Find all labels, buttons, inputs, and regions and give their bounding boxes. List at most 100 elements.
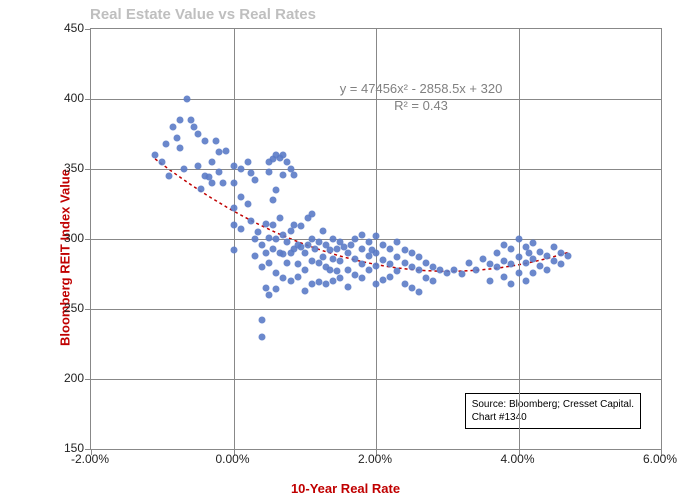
scatter-point xyxy=(394,238,401,245)
scatter-point xyxy=(458,271,465,278)
scatter-point xyxy=(401,280,408,287)
scatter-point xyxy=(358,275,365,282)
scatter-point xyxy=(479,255,486,262)
scatter-point xyxy=(344,250,351,257)
scatter-point xyxy=(294,273,301,280)
scatter-point xyxy=(301,266,308,273)
scatter-point xyxy=(437,266,444,273)
scatter-point xyxy=(283,159,290,166)
scatter-point xyxy=(166,173,173,180)
scatter-point xyxy=(330,255,337,262)
scatter-point xyxy=(551,258,558,265)
scatter-point xyxy=(248,170,255,177)
scatter-point xyxy=(422,275,429,282)
gridline-vertical xyxy=(234,29,235,449)
scatter-point xyxy=(209,159,216,166)
scatter-point xyxy=(230,222,237,229)
scatter-point xyxy=(230,163,237,170)
scatter-point xyxy=(401,247,408,254)
scatter-point xyxy=(408,250,415,257)
x-tick-label: 4.00% xyxy=(500,452,534,466)
scatter-point xyxy=(269,196,276,203)
scatter-point xyxy=(169,124,176,131)
source-box: Source: Bloomberg; Cresset Capital. Char… xyxy=(465,393,641,429)
scatter-point xyxy=(269,245,276,252)
scatter-point xyxy=(269,222,276,229)
scatter-point xyxy=(444,269,451,276)
scatter-point xyxy=(373,262,380,269)
scatter-point xyxy=(248,217,255,224)
chart-container: Real Estate Value vs Real Rates Bloomber… xyxy=(0,0,691,502)
scatter-point xyxy=(308,280,315,287)
chart-title: Real Estate Value vs Real Rates xyxy=(90,6,316,23)
scatter-point xyxy=(301,250,308,257)
scatter-point xyxy=(280,152,287,159)
scatter-point xyxy=(308,236,315,243)
x-tick-label: 2.00% xyxy=(358,452,392,466)
scatter-point xyxy=(330,278,337,285)
scatter-point xyxy=(365,266,372,273)
scatter-point xyxy=(415,254,422,261)
scatter-point xyxy=(501,241,508,248)
scatter-point xyxy=(337,275,344,282)
scatter-point xyxy=(415,289,422,296)
scatter-point xyxy=(194,163,201,170)
scatter-point xyxy=(283,238,290,245)
scatter-point xyxy=(273,269,280,276)
scatter-point xyxy=(198,185,205,192)
scatter-point xyxy=(380,257,387,264)
scatter-point xyxy=(558,250,565,257)
scatter-point xyxy=(177,145,184,152)
x-tick-label: 6.00% xyxy=(643,452,677,466)
source-line1: Source: Bloomberg; Cresset Capital. xyxy=(472,399,634,410)
plot-area: y = 47456x² - 2858.5x + 320 R² = 0.43 So… xyxy=(90,28,662,450)
scatter-point xyxy=(187,117,194,124)
scatter-point xyxy=(216,149,223,156)
y-tick-label: 300 xyxy=(0,231,84,245)
scatter-point xyxy=(280,231,287,238)
scatter-point xyxy=(487,278,494,285)
scatter-point xyxy=(223,147,230,154)
scatter-point xyxy=(387,273,394,280)
scatter-point xyxy=(529,240,536,247)
x-tick-label: 0.00% xyxy=(215,452,249,466)
scatter-point xyxy=(515,254,522,261)
scatter-point xyxy=(194,131,201,138)
scatter-point xyxy=(237,226,244,233)
scatter-point xyxy=(515,236,522,243)
scatter-point xyxy=(316,279,323,286)
scatter-point xyxy=(266,259,273,266)
scatter-point xyxy=(358,245,365,252)
scatter-point xyxy=(408,264,415,271)
scatter-point xyxy=(333,245,340,252)
equation-line1: y = 47456x² - 2858.5x + 320 xyxy=(340,81,503,96)
scatter-point xyxy=(319,227,326,234)
scatter-point xyxy=(251,236,258,243)
scatter-point xyxy=(487,261,494,268)
scatter-point xyxy=(209,180,216,187)
x-axis-label: 10-Year Real Rate xyxy=(0,481,691,496)
scatter-point xyxy=(323,280,330,287)
scatter-point xyxy=(387,261,394,268)
scatter-point xyxy=(565,252,572,259)
scatter-point xyxy=(301,287,308,294)
scatter-point xyxy=(326,247,333,254)
scatter-point xyxy=(451,266,458,273)
scatter-point xyxy=(373,233,380,240)
scatter-point xyxy=(159,159,166,166)
scatter-point xyxy=(259,241,266,248)
scatter-point xyxy=(544,266,551,273)
scatter-point xyxy=(308,258,315,265)
scatter-point xyxy=(184,96,191,103)
scatter-point xyxy=(251,252,258,259)
scatter-point xyxy=(177,117,184,124)
scatter-point xyxy=(501,258,508,265)
scatter-point xyxy=(273,286,280,293)
scatter-point xyxy=(358,261,365,268)
scatter-point xyxy=(558,261,565,268)
scatter-point xyxy=(351,236,358,243)
scatter-point xyxy=(358,231,365,238)
scatter-point xyxy=(237,166,244,173)
scatter-point xyxy=(319,254,326,261)
x-tick-label: -2.00% xyxy=(71,452,109,466)
